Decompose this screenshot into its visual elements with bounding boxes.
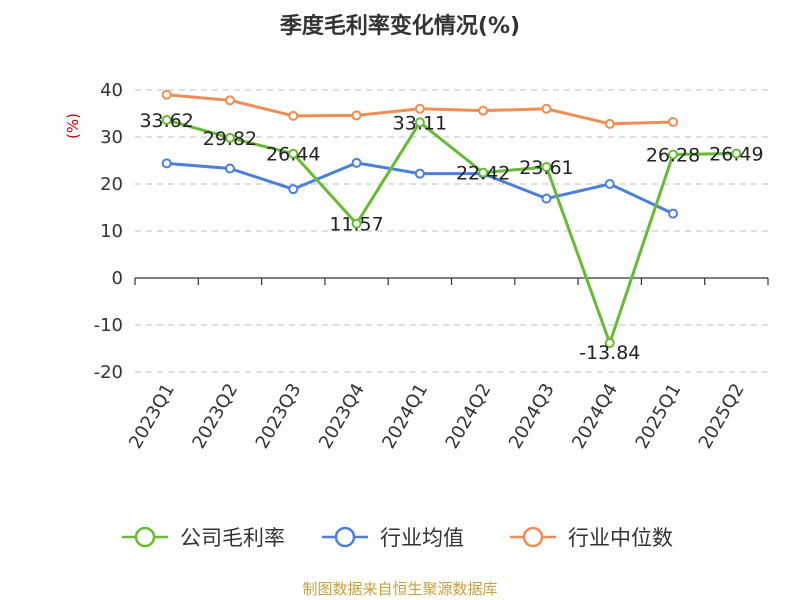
- data-point: [478, 105, 489, 116]
- data-label: 33.11: [393, 112, 447, 134]
- x-tick-label: 2023Q4: [315, 380, 369, 452]
- x-tick-label: 2025Q2: [695, 380, 749, 452]
- x-tick-label: 2024Q1: [378, 380, 432, 452]
- data-point: [161, 89, 172, 100]
- data-point: [288, 184, 299, 195]
- y-axis-ticks: 40 30 20 10 0 -10 -20: [94, 80, 123, 383]
- data-label: 33.62: [139, 110, 193, 132]
- y-tick-label: -20: [94, 362, 123, 383]
- data-point: [224, 132, 235, 143]
- data-point: [604, 179, 615, 189]
- y-tick-label: 0: [112, 268, 123, 289]
- y-tick-label: 40: [100, 80, 123, 101]
- data-label: 11.57: [329, 214, 383, 236]
- x-tick-label: 2023Q2: [188, 380, 242, 452]
- data-point: [224, 95, 235, 106]
- data-label: 26.28: [646, 144, 700, 166]
- series-lines: [161, 89, 742, 349]
- data-point: [161, 114, 172, 125]
- source-note: 制图数据来自恒生聚源数据库: [302, 580, 497, 598]
- x-axis-ticks: 2023Q1 2023Q2 2023Q3 2023Q4 2024Q1 2024Q2 2024…: [125, 380, 749, 452]
- data-label: 23.61: [519, 157, 573, 179]
- data-point: [731, 148, 742, 159]
- x-tick-label: 2024Q4: [568, 380, 622, 452]
- data-label: -13.84: [579, 342, 640, 364]
- x-tick-label: 2025Q1: [631, 380, 685, 452]
- data-point: [668, 116, 679, 127]
- x-tick-label: 2024Q3: [505, 380, 559, 452]
- y-tick-label: -10: [94, 315, 123, 336]
- data-label: 26.49: [709, 143, 763, 165]
- y-tick-label: 10: [100, 221, 123, 242]
- data-point: [414, 117, 425, 128]
- data-point: [351, 157, 362, 168]
- data-point: [604, 338, 615, 349]
- data-label: 22.42: [456, 163, 510, 185]
- x-tick-label: 2023Q3: [252, 380, 306, 452]
- x-tick-label: 2024Q2: [442, 380, 496, 452]
- legend: 公司毛利率 行业均值 行业中位数: [122, 526, 673, 550]
- data-label: 26.44: [266, 144, 320, 166]
- legend-marker: [134, 526, 156, 548]
- data-point: [161, 158, 172, 169]
- data-point: [414, 103, 425, 114]
- legend-marker: [334, 526, 356, 548]
- data-label: 29.82: [203, 128, 257, 150]
- legend-label: 行业均值: [380, 526, 464, 550]
- y-axis-unit: (%): [64, 113, 82, 139]
- data-point: [414, 168, 425, 179]
- data-point: [224, 163, 235, 174]
- data-point: [668, 149, 679, 160]
- data-point: [288, 148, 299, 159]
- data-point: [351, 218, 362, 229]
- series-line: [166, 118, 737, 345]
- data-point: [351, 110, 362, 121]
- legend-marker: [522, 526, 544, 548]
- x-tick-label: 2023Q1: [125, 380, 179, 452]
- data-point: [541, 103, 552, 114]
- data-point: [478, 167, 489, 178]
- data-point: [541, 162, 552, 173]
- data-point: [604, 118, 615, 129]
- x-axis: [134, 277, 769, 285]
- legend-label: 行业中位数: [568, 526, 673, 550]
- y-tick-label: 30: [100, 127, 123, 148]
- legend-label: 公司毛利率: [180, 526, 285, 550]
- data-point: [288, 110, 299, 121]
- y-tick-label: 20: [100, 174, 123, 195]
- data-point: [541, 193, 552, 204]
- chart-title: 季度毛利率变化情况(%): [280, 13, 520, 39]
- data-labels: 33.62 29.82 26.44 11.57 33.11 22.42 23.61 -13.8…: [139, 110, 763, 364]
- data-point: [668, 208, 679, 219]
